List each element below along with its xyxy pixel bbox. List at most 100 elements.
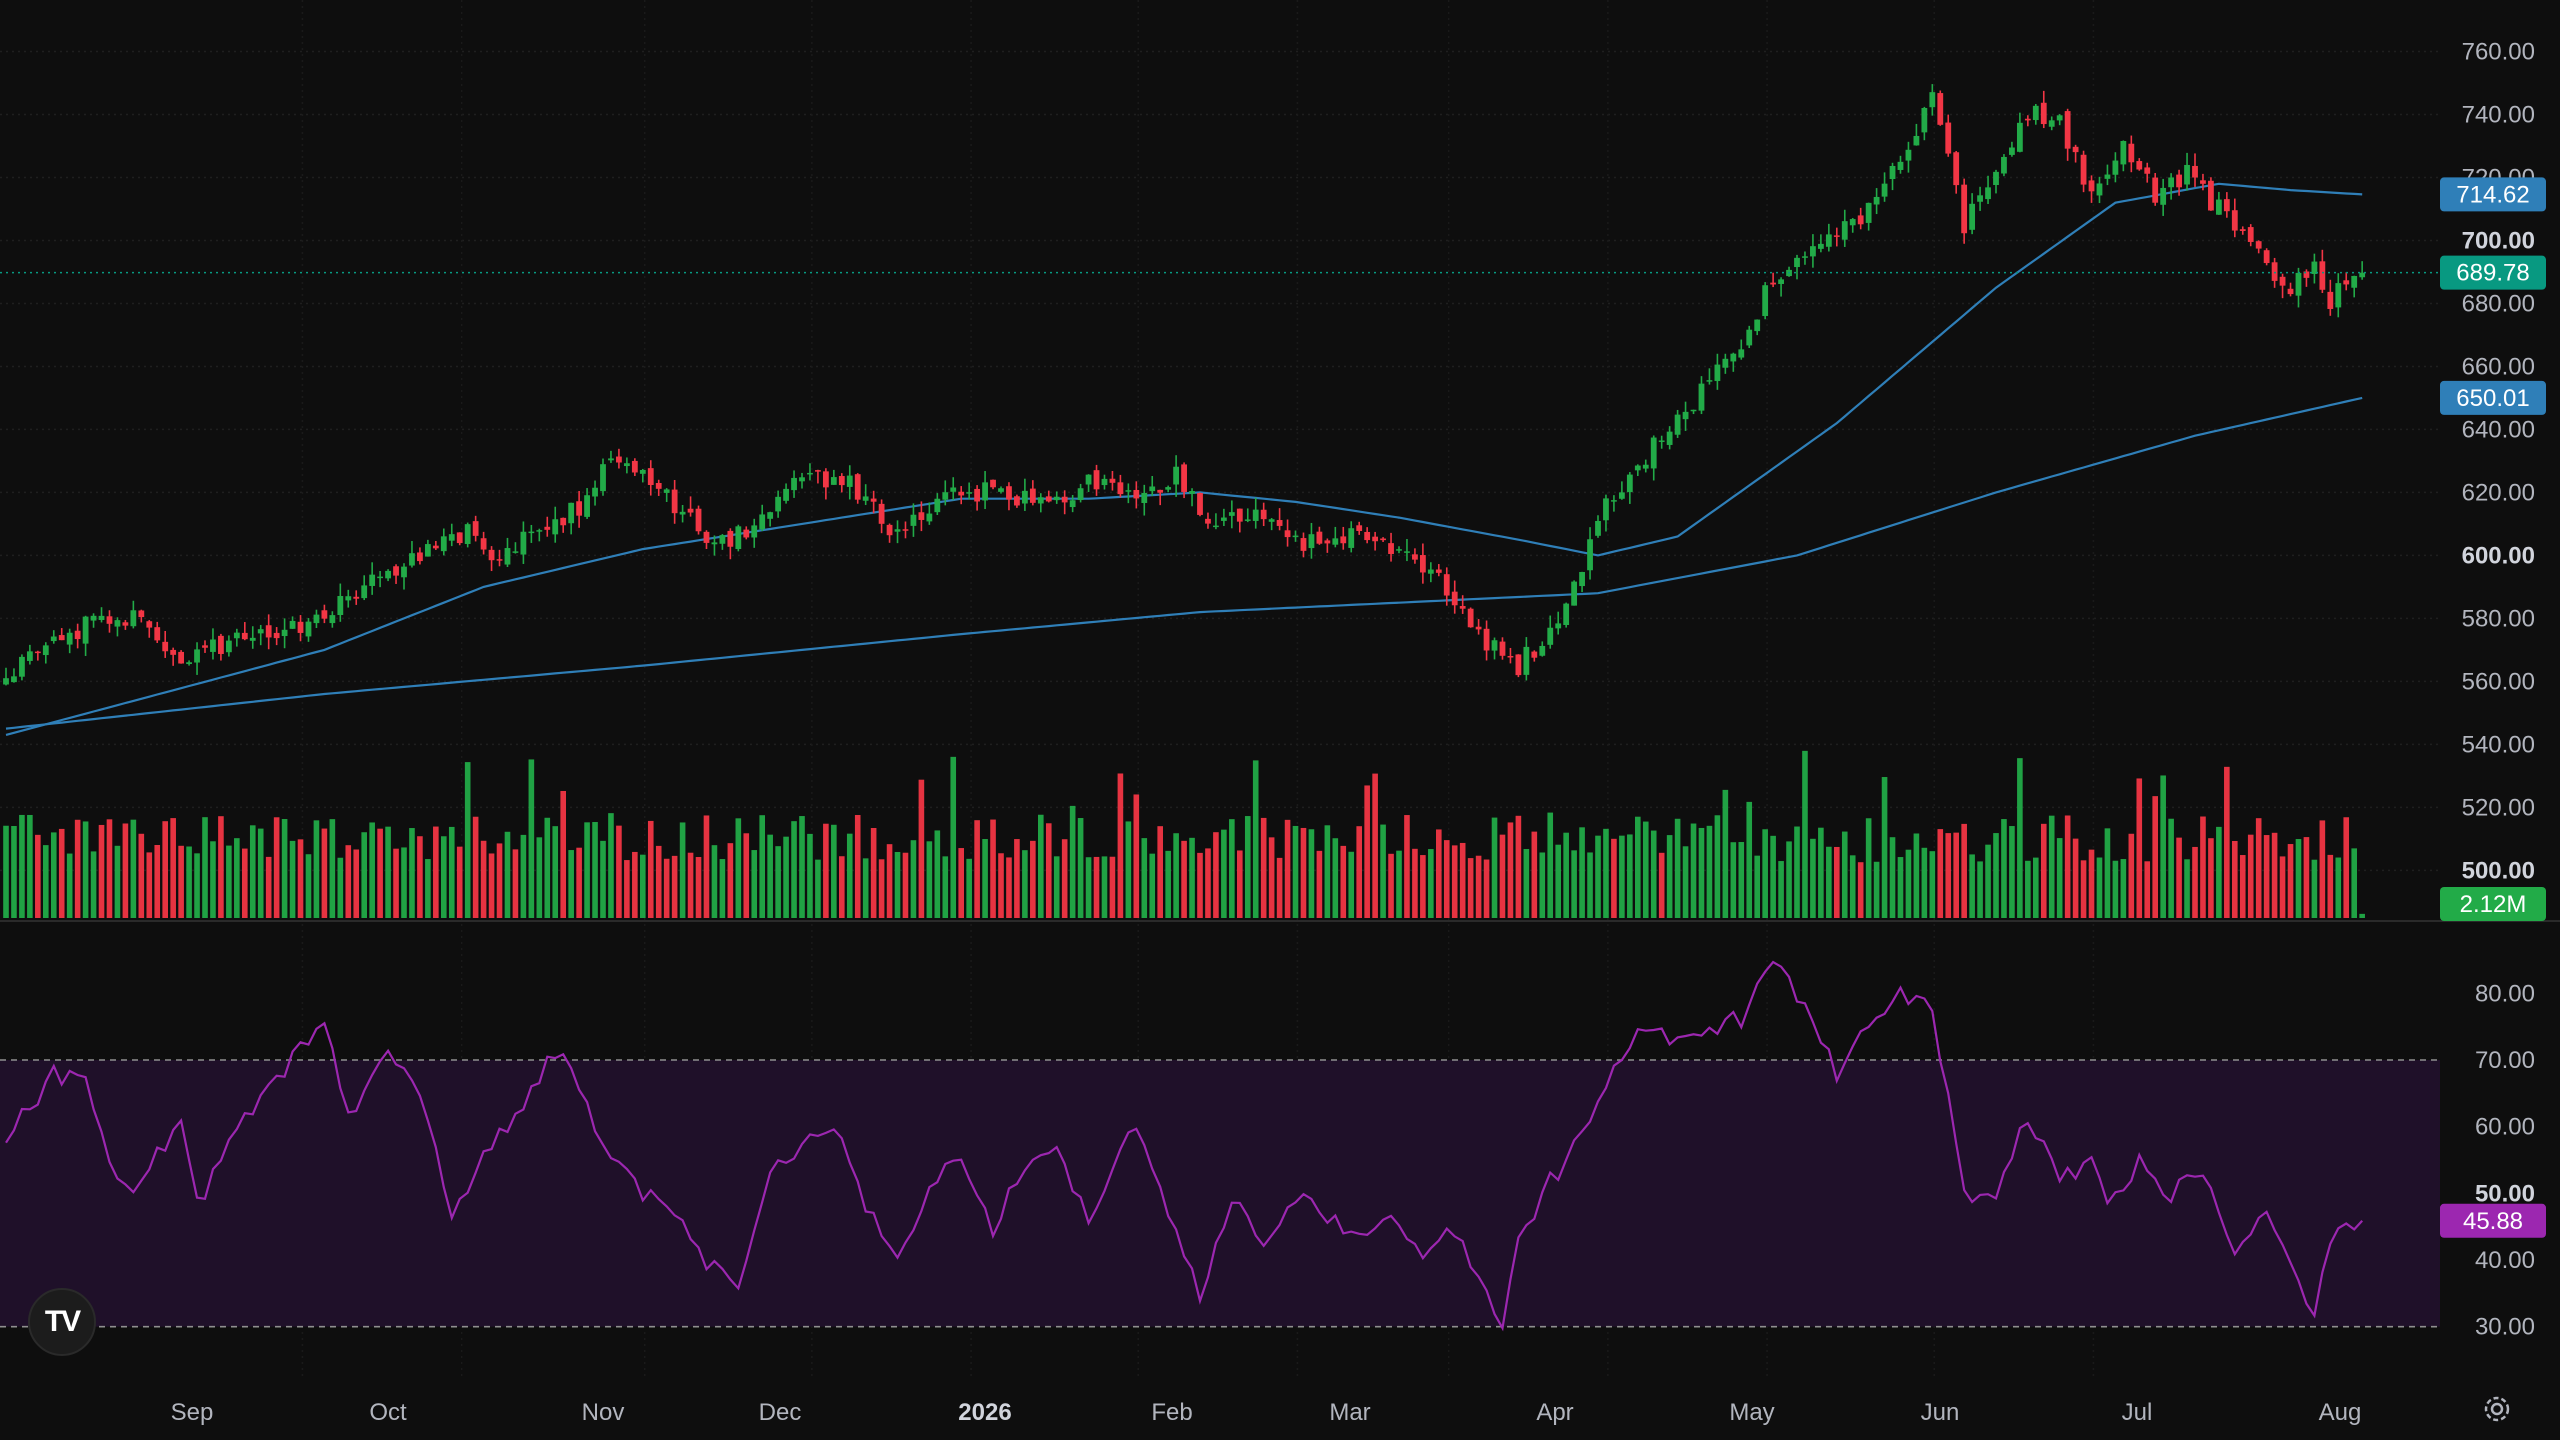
volume-bar bbox=[1388, 853, 1394, 918]
tradingview-logo[interactable]: TV bbox=[28, 1288, 96, 1356]
candle-body bbox=[440, 536, 447, 552]
candle-body bbox=[186, 662, 192, 665]
candle-body bbox=[1101, 478, 1108, 486]
volume-bar bbox=[918, 779, 925, 918]
candle-body bbox=[1563, 603, 1570, 626]
volume-bar bbox=[1006, 857, 1012, 918]
volume-bar bbox=[2104, 828, 2111, 918]
candle-body bbox=[1443, 574, 1450, 596]
volume-bar bbox=[1547, 812, 1554, 918]
candle-body bbox=[1977, 195, 1983, 202]
volume-bar bbox=[2001, 819, 2007, 918]
volume-bar bbox=[1197, 852, 1203, 918]
volume-bar bbox=[504, 831, 511, 918]
candle-body bbox=[830, 477, 837, 485]
volume-bar bbox=[1149, 853, 1156, 918]
candle-body bbox=[1961, 184, 1968, 234]
volume-bar bbox=[74, 819, 81, 918]
volume-bar bbox=[910, 840, 917, 918]
candle-body bbox=[1658, 440, 1665, 442]
candle-body bbox=[1021, 490, 1028, 504]
volume-bar bbox=[2048, 815, 2055, 918]
volume-bar bbox=[1436, 829, 1442, 918]
volume-bar bbox=[321, 828, 328, 918]
volume-bar bbox=[854, 815, 861, 918]
candle-body bbox=[1913, 135, 1920, 146]
candle-body bbox=[2136, 161, 2143, 170]
volume-bar bbox=[791, 821, 797, 918]
volume-bar bbox=[926, 841, 933, 918]
candle-body bbox=[631, 460, 638, 473]
candle-body bbox=[2024, 118, 2031, 121]
candle-body bbox=[106, 616, 113, 624]
volume-bar bbox=[138, 833, 145, 918]
candle-body bbox=[1738, 349, 1745, 358]
time-tick-label: Sep bbox=[171, 1399, 214, 1426]
candle-body bbox=[1125, 490, 1132, 492]
candle-body bbox=[2040, 102, 2047, 125]
volume-bar bbox=[520, 834, 527, 918]
candle-body bbox=[26, 651, 33, 661]
volume-bar bbox=[361, 832, 367, 918]
candle-body bbox=[448, 534, 455, 541]
volume-bar bbox=[767, 834, 773, 918]
volume-bar bbox=[2247, 834, 2254, 918]
volume-bar bbox=[353, 849, 360, 918]
candle-body bbox=[1539, 645, 1546, 656]
candle-body bbox=[703, 531, 710, 543]
candle-body bbox=[1762, 285, 1769, 317]
candle-body bbox=[775, 496, 782, 512]
candle-body bbox=[1197, 492, 1203, 515]
volume-bar bbox=[2263, 835, 2270, 918]
candle-body bbox=[950, 487, 957, 492]
volume-bar bbox=[1459, 842, 1466, 918]
price-tick-label: 600.00 bbox=[2462, 542, 2535, 569]
candle-body bbox=[321, 610, 328, 619]
volume-bar bbox=[1475, 855, 1482, 918]
candle-body bbox=[1722, 358, 1729, 368]
volume-bar bbox=[1244, 816, 1251, 918]
price-tick-label: 680.00 bbox=[2462, 290, 2535, 317]
volume-bar bbox=[2271, 832, 2278, 918]
settings-gear-icon[interactable] bbox=[2480, 1392, 2514, 1426]
volume-bar bbox=[2128, 833, 2135, 918]
candle-body bbox=[2192, 165, 2198, 178]
volume-bar bbox=[1412, 848, 1418, 918]
candle-body bbox=[2208, 180, 2214, 211]
volume-bar bbox=[1953, 832, 1959, 918]
candle-body bbox=[146, 621, 153, 628]
volume-bar bbox=[1292, 825, 1299, 918]
volume-bar bbox=[1045, 823, 1052, 918]
candle-body bbox=[592, 487, 598, 497]
volume-bar bbox=[1873, 861, 1880, 918]
candle-body bbox=[934, 498, 941, 513]
volume-bar bbox=[1834, 846, 1840, 918]
time-axis[interactable]: Sep Oct Nov Dec 2026 Feb Mar Apr May Jun Jul Aug bbox=[171, 1399, 2362, 1426]
volume-bar bbox=[234, 838, 240, 918]
candle-body bbox=[1069, 500, 1076, 508]
candle-body bbox=[2247, 227, 2254, 242]
volume-bar bbox=[783, 836, 789, 918]
candle-body bbox=[719, 535, 726, 544]
time-tick-label: Oct bbox=[369, 1399, 407, 1426]
volume-bar bbox=[815, 859, 821, 918]
volume-bar bbox=[1889, 837, 1896, 918]
candle-body bbox=[878, 503, 885, 524]
candle-body bbox=[313, 614, 320, 624]
volume-bar bbox=[345, 845, 352, 918]
time-tick-label: Apr bbox=[1536, 1399, 1573, 1426]
volume-bar bbox=[1993, 833, 1999, 918]
volume-bar bbox=[552, 826, 559, 918]
volume-bar bbox=[1396, 850, 1402, 918]
volume-bar bbox=[1794, 826, 1800, 918]
candle-body bbox=[2128, 143, 2135, 163]
volume-bar bbox=[2160, 775, 2166, 918]
candle-body bbox=[2144, 167, 2151, 174]
volume-bar bbox=[1642, 821, 1649, 918]
candle-body bbox=[305, 621, 312, 637]
price-axis[interactable]: 760.00740.00720.00700.00680.00660.00640.… bbox=[2462, 38, 2535, 1340]
volume-bar bbox=[19, 814, 25, 918]
candle-body bbox=[647, 468, 654, 486]
volume-bar bbox=[1085, 857, 1092, 918]
